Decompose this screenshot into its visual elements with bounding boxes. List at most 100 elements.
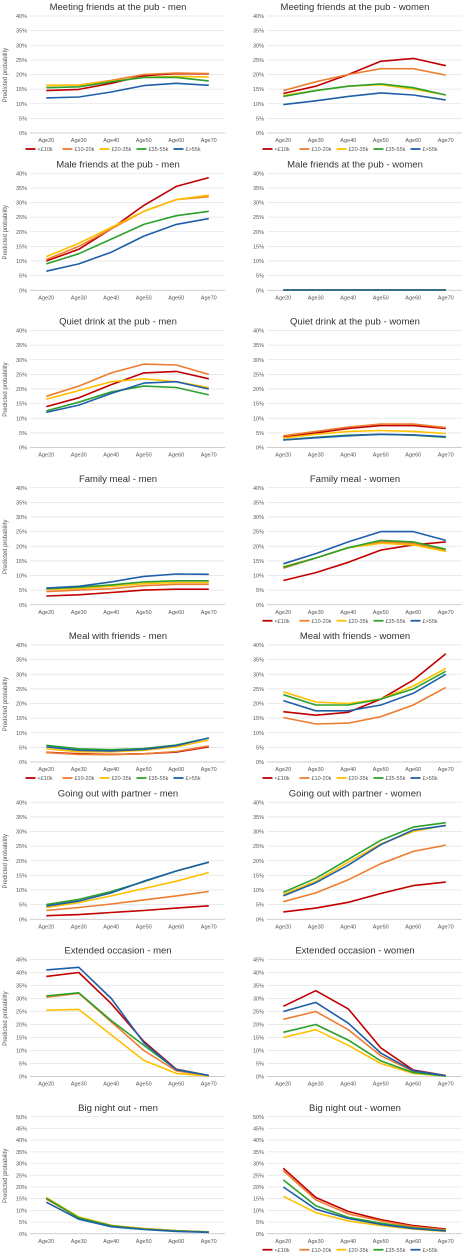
series-line-4: [283, 1023, 446, 1077]
series-line-4: [283, 83, 446, 98]
x-tick-label: Age30: [71, 1239, 87, 1245]
y-tick-label: 30%: [16, 997, 27, 1003]
legend-label: £20-35k: [349, 776, 369, 782]
y-axis-label: Predicted probability: [3, 48, 9, 102]
y-tick-label: 25%: [16, 1173, 27, 1179]
y-tick-label: 40%: [253, 800, 264, 806]
y-tick-label: 30%: [253, 830, 264, 836]
y-tick-label: 20%: [16, 544, 27, 550]
series-line-1: [282, 1167, 446, 1230]
y-tick-label: 10%: [16, 1049, 27, 1055]
y-tick-label: 50%: [16, 1115, 27, 1121]
series-line-2: [46, 890, 209, 912]
y-tick-label: 35%: [16, 658, 27, 664]
y-tick-label: 15%: [253, 402, 264, 408]
chart-panel-15: Big night out - men Predicted probability…: [3, 1103, 225, 1245]
y-tick-label: 5%: [19, 1220, 27, 1226]
y-tick-label: 10%: [253, 888, 264, 894]
x-tick-label: Age70: [438, 767, 454, 773]
y-tick-label: 30%: [253, 201, 264, 207]
y-tick-label: 0%: [256, 288, 264, 294]
x-tick-label: Age40: [340, 610, 356, 616]
legend-label: £>55k: [423, 147, 438, 153]
y-tick-label: 30%: [253, 515, 264, 521]
x-tick-label: Age30: [71, 924, 87, 930]
series-line-3: [46, 581, 209, 591]
x-tick-label: Age50: [136, 138, 152, 144]
series-line-5: [46, 861, 210, 907]
x-tick-label: Age50: [136, 1082, 152, 1088]
y-tick-label: 0%: [19, 288, 27, 294]
chart-title: Extended occasion - women: [295, 946, 414, 957]
x-tick-label: Age40: [340, 1082, 356, 1088]
y-tick-label: 5%: [19, 903, 27, 909]
x-tick-label: Age40: [340, 295, 356, 301]
y-tick-label: 15%: [16, 1197, 27, 1203]
series-line-1: [283, 424, 446, 439]
x-tick-label: Age20: [275, 924, 291, 930]
x-tick-label: Age70: [201, 138, 217, 144]
x-tick-label: Age30: [308, 767, 324, 773]
x-tick-label: Age70: [438, 1082, 454, 1088]
series-line-4: [282, 821, 446, 894]
x-tick-label: Age60: [405, 610, 421, 616]
y-tick-label: 15%: [16, 559, 27, 565]
y-tick-label: 30%: [16, 201, 27, 207]
series-line-2: [282, 1170, 446, 1231]
chart-panel-5: Quiet drink at the pub - men Predicted pr…: [3, 317, 225, 459]
x-tick-label: Age60: [405, 924, 421, 930]
series-line-1: [46, 370, 209, 408]
x-tick-label: Age50: [373, 767, 389, 773]
x-tick-label: Age20: [38, 610, 54, 616]
y-tick-label: 25%: [16, 58, 27, 64]
y-tick-label: 0%: [256, 760, 264, 766]
y-tick-label: 30%: [253, 358, 264, 364]
y-tick-label: 35%: [253, 984, 264, 990]
y-tick-label: 25%: [253, 687, 264, 693]
y-tick-label: 5%: [19, 1062, 27, 1068]
y-tick-label: 20%: [253, 73, 264, 79]
x-tick-label: Age60: [405, 1239, 421, 1245]
chart-title: Meeting friends at the pub - women: [281, 2, 430, 13]
y-tick-label: 0%: [256, 446, 264, 452]
x-tick-label: Age50: [136, 295, 152, 301]
series-line-5: [46, 217, 209, 272]
legend-label: £35-55k: [386, 147, 406, 153]
y-tick-label: 10%: [253, 259, 264, 265]
x-tick-label: Age70: [438, 610, 454, 616]
x-tick-label: Age60: [405, 1082, 421, 1088]
series-line-1: [283, 57, 446, 95]
chart-title: Meal with friends - women: [300, 631, 410, 642]
x-tick-label: Age40: [340, 924, 356, 930]
series-line-1: [46, 588, 209, 597]
y-tick-label: 25%: [16, 687, 27, 693]
series-line-3: [283, 429, 446, 439]
y-tick-label: 15%: [16, 87, 27, 93]
y-tick-label: 40%: [253, 171, 264, 177]
y-tick-label: 35%: [16, 343, 27, 349]
chart-title: Quiet drink at the pub - men: [59, 317, 177, 328]
x-tick-label: Age20: [38, 1239, 54, 1245]
y-tick-label: 15%: [16, 873, 27, 879]
series-line-5: [45, 1201, 209, 1234]
x-tick-label: Age50: [373, 453, 389, 459]
series-line-2: [283, 1010, 446, 1077]
legend-label: £20-35k: [349, 619, 369, 625]
y-tick-label: 0%: [19, 917, 27, 923]
y-tick-label: 5%: [256, 431, 264, 437]
y-tick-label: 5%: [19, 745, 27, 751]
series-line-4: [283, 539, 446, 569]
y-tick-label: 0%: [19, 760, 27, 766]
legend-label: £20-35k: [112, 147, 132, 153]
y-tick-label: 10%: [16, 259, 27, 265]
y-tick-label: 5%: [256, 116, 264, 122]
x-tick-label: Age20: [275, 1082, 291, 1088]
chart-title: Male friends at the pub - women: [287, 159, 423, 170]
x-tick-label: Age20: [275, 138, 291, 144]
x-tick-label: Age60: [405, 453, 421, 459]
x-tick-label: Age30: [71, 295, 87, 301]
y-tick-label: 20%: [253, 1023, 264, 1029]
y-tick-label: 20%: [253, 544, 264, 550]
series-line-1: [46, 905, 209, 917]
